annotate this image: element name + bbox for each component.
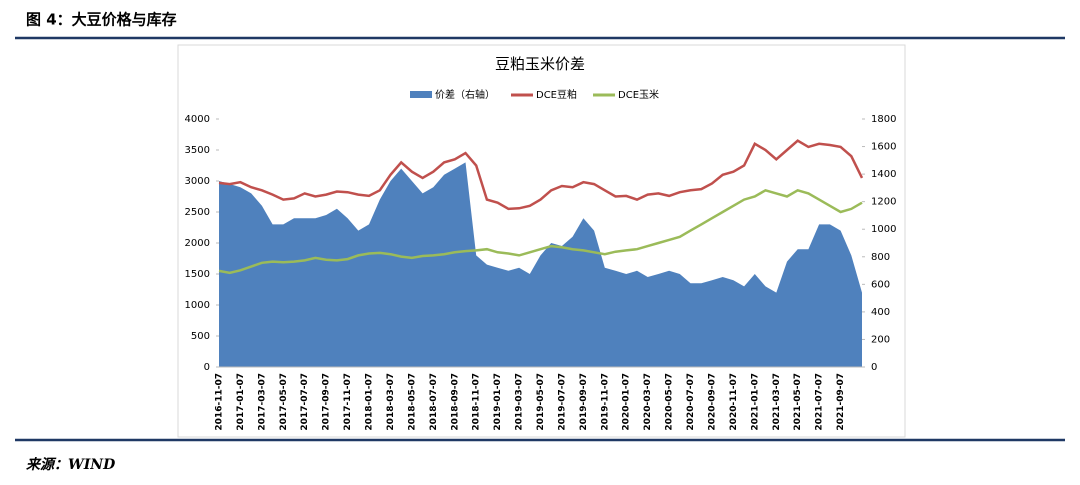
x-tick-label: 2021-09-07 <box>836 373 846 431</box>
x-tick-label: 2020-03-07 <box>643 373 653 431</box>
y-tick-label: 4000 <box>185 114 210 125</box>
x-tick-label: 2018-01-07 <box>365 373 375 431</box>
y-tick-label: 3500 <box>185 145 210 156</box>
x-tick-label: 2019-05-07 <box>536 373 546 431</box>
x-tick-label: 2019-11-07 <box>600 373 610 431</box>
y2-tick-label: 0 <box>871 362 877 373</box>
x-tick-label: 2019-01-07 <box>493 373 503 431</box>
y2-tick-label: 1800 <box>871 114 896 125</box>
line-series <box>218 188 863 275</box>
x-tick-label: 2021-07-07 <box>815 373 825 431</box>
y2-tick-label: 600 <box>871 279 890 290</box>
x-tick-label: 2018-11-07 <box>472 373 482 431</box>
y2-tick-label: 800 <box>871 252 890 263</box>
chart-title: 豆粕玉米价差 <box>495 55 585 73</box>
x-tick-label: 2017-07-07 <box>300 373 310 431</box>
legend-label: DCE豆粕 <box>536 88 577 101</box>
x-tick-label: 2017-09-07 <box>322 373 332 431</box>
x-tick-label: 2021-05-07 <box>793 373 803 431</box>
x-tick-label: 2019-07-07 <box>557 373 567 431</box>
x-tick-label: 2018-05-07 <box>407 373 417 431</box>
y2-tick-label: 1200 <box>871 197 896 208</box>
y2-tick-label: 1400 <box>871 169 896 180</box>
x-tick-label: 2017-05-07 <box>279 373 289 431</box>
y2-tick-label: 1000 <box>871 224 896 235</box>
x-tick-label: 2020-09-07 <box>707 373 717 431</box>
area-series <box>219 162 862 367</box>
x-tick-label: 2019-09-07 <box>579 373 589 431</box>
x-tick-label: 2018-03-07 <box>386 373 396 431</box>
source-note: 来源：WIND <box>26 456 116 473</box>
x-tick-label: 2021-03-07 <box>772 373 782 431</box>
legend-swatch <box>410 91 432 98</box>
x-tick-label: 2020-01-07 <box>622 373 632 431</box>
line-series <box>218 139 864 211</box>
x-tick-label: 2020-11-07 <box>729 373 739 431</box>
x-tick-label: 2020-05-07 <box>665 373 675 431</box>
x-tick-label: 2017-11-07 <box>343 373 353 431</box>
x-tick-label: 2016-11-07 <box>215 373 225 431</box>
y-tick-label: 0 <box>204 362 210 373</box>
legend-label: DCE玉米 <box>618 88 659 101</box>
y-tick-label: 1000 <box>185 300 210 311</box>
x-tick-label: 2021-01-07 <box>750 373 760 431</box>
y2-tick-label: 400 <box>871 307 890 318</box>
y2-tick-label: 200 <box>871 334 890 345</box>
y-tick-label: 1500 <box>185 269 210 280</box>
x-tick-label: 2017-01-07 <box>236 373 246 431</box>
legend-label: 价差（右轴） <box>435 88 495 101</box>
y-tick-label: 3000 <box>185 176 210 187</box>
y-tick-label: 2000 <box>185 238 210 249</box>
x-tick-label: 2018-07-07 <box>429 373 439 431</box>
x-tick-label: 2018-09-07 <box>450 373 460 431</box>
x-tick-label: 2020-07-07 <box>686 373 696 431</box>
x-tick-label: 2019-03-07 <box>515 373 525 431</box>
y2-tick-label: 1600 <box>871 142 896 153</box>
y-tick-label: 2500 <box>185 207 210 218</box>
y-tick-label: 500 <box>191 331 210 342</box>
x-tick-label: 2017-03-07 <box>257 373 267 431</box>
figure-title: 图 4：大豆价格与库存 <box>26 11 177 29</box>
